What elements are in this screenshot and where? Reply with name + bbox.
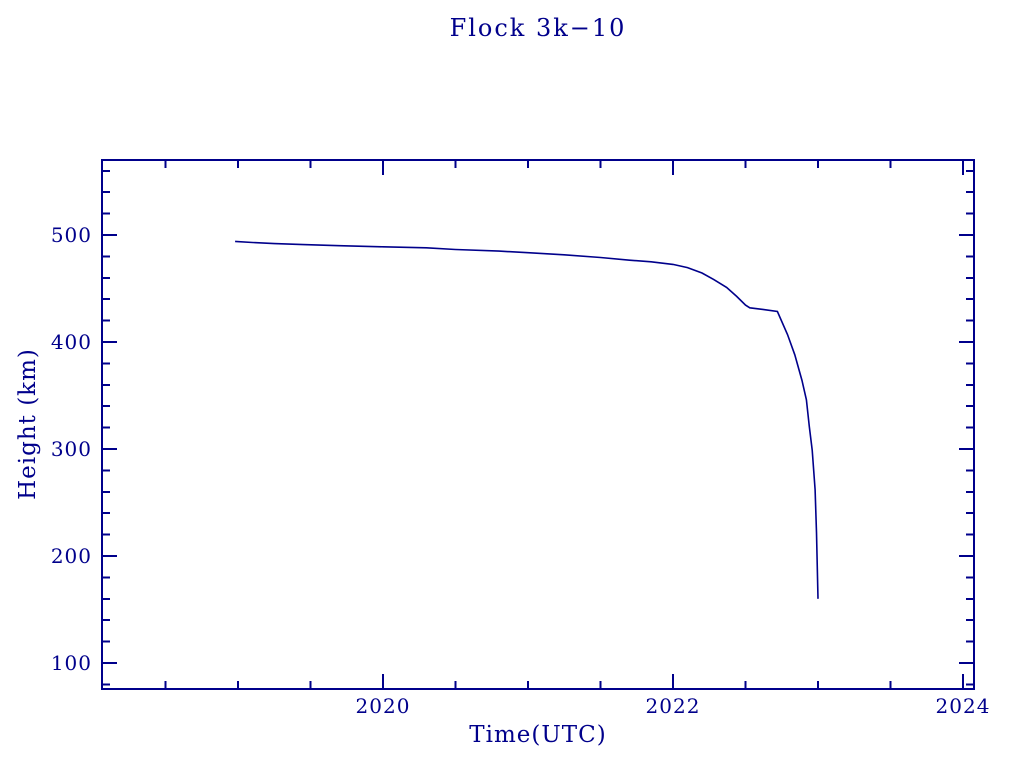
y-axis-label: Height (km): [15, 348, 41, 500]
y-tick-label: 300: [51, 437, 92, 461]
y-tick-label: 100: [51, 651, 92, 675]
y-tick-label: 500: [51, 223, 92, 247]
height-curve: [235, 240, 819, 599]
plot-border: [101, 159, 975, 690]
x-tick-label: 2022: [646, 694, 701, 718]
chart-title: Flock 3k−10: [449, 14, 627, 42]
x-tick-label: 2024: [936, 694, 991, 718]
x-tick-label: 2020: [356, 694, 411, 718]
y-tick-label: 200: [51, 544, 92, 568]
y-tick-label: 400: [51, 330, 92, 354]
x-axis-label: Time(UTC): [469, 722, 607, 748]
